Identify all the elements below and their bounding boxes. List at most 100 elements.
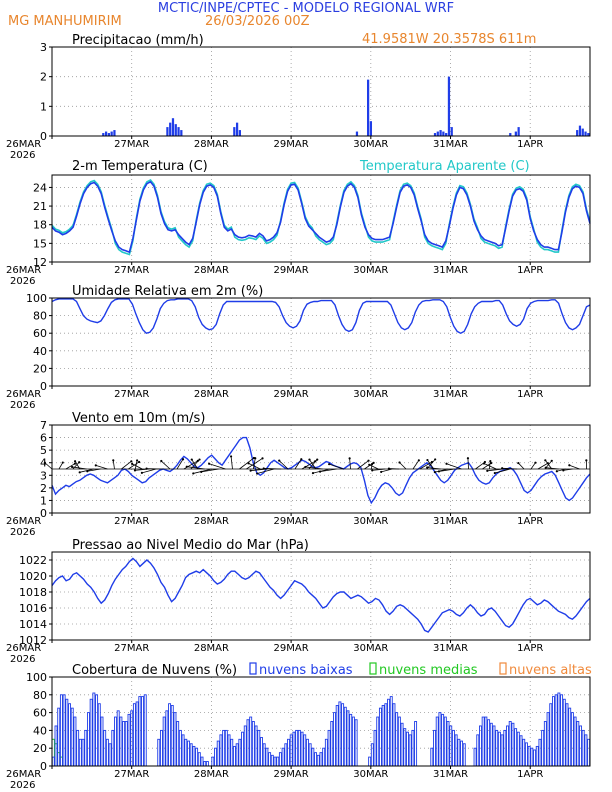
wind-arrow [305,466,323,470]
wind-arrow [563,468,573,471]
header-coords: 41.9581W 20.3578S 611m [362,32,536,47]
x-tick-label: 28MAR [194,139,229,150]
cloud-low-bar [59,694,63,767]
wind-arrow-head [466,457,470,460]
cloud-low-bar [270,754,274,767]
wind-arrow-head [387,467,391,470]
wind-arrow [131,463,143,470]
y-tick-label: 1020 [19,570,47,583]
cloud-low-bar [230,738,234,767]
cloud-low-bar [197,752,201,767]
wind-arrow [329,463,344,470]
cloud-low-bar [579,725,582,767]
panel-title: Cobertura de Nuvens (%) [72,663,237,678]
cloud-low-bar [330,721,334,767]
cloud-low-bar [108,743,112,767]
cloud-low-bar [141,696,144,767]
x-tick-label: 31MAR [433,769,468,780]
precip-bar [366,79,370,136]
x-tick-label: 29MAR [274,139,309,150]
x-year-label: 2026 [10,654,35,665]
cloud-low-bar [451,729,455,767]
y-tick-label: 2 [40,71,47,84]
cloud-low-bar [392,703,396,767]
cloud-low-bar [243,725,247,767]
wind-arrow-head [426,458,429,462]
wind-arrow-head [371,469,374,472]
cloud-low-bar [530,747,534,767]
cloud-low-bar [70,707,74,767]
wind-arrow [209,463,226,470]
wind-arrow-head [256,472,259,475]
precip-bar [107,133,110,136]
x-tick-label: 26MAR [6,139,41,150]
precip-bar [447,76,451,136]
y-tick-label: 80 [33,689,47,702]
wind-arrow-head [112,459,115,462]
y-tick-label: 0 [40,380,47,393]
wind-arrow [530,462,536,470]
cloud-low-bar [168,703,172,767]
panel-title: Umidade Relativa em 2m (%) [72,284,263,299]
y-tick-label: 1012 [19,634,47,647]
x-tick-label: 30MAR [353,389,388,400]
wind-arrow [487,468,504,472]
cloud-low-bar [487,719,491,767]
cloud-low-bar [138,696,142,767]
cloud-low-bar [159,729,163,767]
precip-bar [581,128,584,136]
wind-arrow-head [130,460,133,463]
wind-arrow-head [417,459,420,462]
cloud-low-bar [543,721,547,767]
cloud-low-bar [433,729,436,767]
precip-bar [369,121,373,136]
wind-arrow-head [311,471,315,475]
precip-bar [171,118,175,136]
cloud-low-bar [116,710,120,767]
cloud-low-bar [316,754,320,767]
wind-arrow-head [368,463,371,466]
x-tick-label: 31MAR [433,265,468,276]
x-tick-label: 27MAR [114,265,149,276]
cloud-low-bar [527,745,531,767]
x-tick-label: 31MAR [433,389,468,400]
y-tick-label: 1014 [19,618,47,631]
y-tick-label: 21 [33,200,47,213]
x-tick-label: 27MAR [114,769,149,780]
y-tick-label: 100 [26,671,47,684]
precip-bar [445,133,448,136]
cloud-low-bar [268,752,272,767]
wind-arrow-head [490,461,493,465]
wind-arrow-head [43,461,46,464]
wind-arrow-head [278,459,281,462]
cloud-low-bar [541,729,545,767]
wind-arrow-head [73,462,76,465]
y-tick-label: 3 [40,41,47,54]
cloud-low-bar [560,694,564,767]
wind-arrow [112,460,115,470]
precip-bar [110,131,113,136]
cloud-low-bar [406,731,409,767]
precip-bar [509,133,512,136]
precip-bar [442,131,445,136]
y-tick-label: 3 [40,469,47,482]
cloud-low-bar [100,716,104,767]
wind-arrow-head [190,458,193,461]
wind-arrow [230,456,233,470]
wind-arrow-head [200,470,203,473]
cloud-low-bar [265,747,269,767]
wind-arrow-head [501,467,504,470]
cloud-low-bar [557,692,561,767]
header-title: MCTIC/INPE/CPTEC - MODELO REGIONAL WRF [158,1,454,16]
wind-arrow [58,462,64,470]
wind-arrow [502,467,518,470]
x-tick-label: 26MAR [6,389,41,400]
cloud-low-bar [335,705,339,767]
cloud-low-bar [68,703,71,767]
x-tick-label: 28MAR [194,389,229,400]
wind-arrow [44,462,53,470]
wind-arrow-head [131,462,134,466]
cloud-low-bar [395,712,399,767]
wind-arrow-head [328,463,331,466]
wind-arrow-head [486,469,489,472]
